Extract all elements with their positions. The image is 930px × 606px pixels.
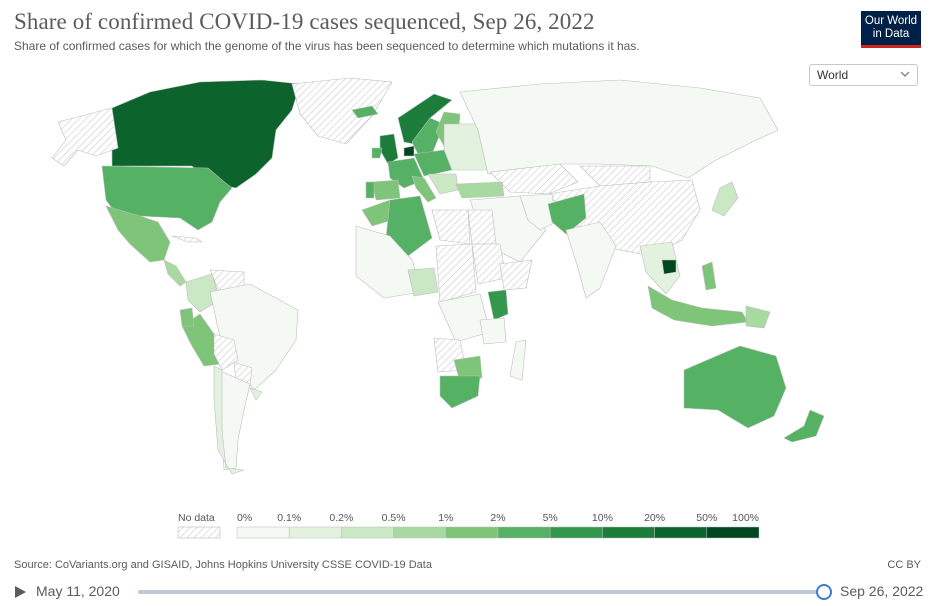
timeline-handle[interactable] xyxy=(816,584,832,600)
legend-bin[interactable] xyxy=(288,526,342,539)
country-portugal[interactable]: Portugal xyxy=(365,181,375,199)
country-balkans[interactable]: Balkans xyxy=(427,173,459,195)
country-kenya[interactable]: Kenya xyxy=(487,289,509,321)
country-pakistan[interactable]: Pakistan xyxy=(547,193,587,235)
chevron-down-icon xyxy=(900,71,910,77)
chart-subtitle: Share of confirmed cases for which the g… xyxy=(14,39,640,53)
country-uruguay[interactable]: Uruguay xyxy=(249,387,263,401)
legend-tick-label: 5% xyxy=(543,512,558,524)
legend-bin[interactable] xyxy=(236,526,290,539)
country-spain[interactable]: Spain xyxy=(371,179,401,201)
timeline-progress xyxy=(138,590,826,594)
country-madagascar[interactable]: Madagascar xyxy=(509,339,527,381)
legend-tick-label: 100% xyxy=(732,512,759,524)
region-select[interactable]: World xyxy=(809,64,918,86)
country-united-kingdom[interactable]: United Kingdom xyxy=(379,133,399,165)
country-philippines[interactable]: Philippines xyxy=(701,261,717,291)
legend-bin[interactable] xyxy=(497,526,551,539)
country-iceland[interactable]: Iceland xyxy=(351,105,379,119)
country-southeast-asia[interactable]: Southeast Asia xyxy=(639,241,681,295)
country-nigeria[interactable]: Nigeria xyxy=(407,267,439,297)
country-iran[interactable]: Iran xyxy=(519,193,557,231)
region-select-value: World xyxy=(817,68,849,82)
map-legend: No data 0% 0.1% 0.2% 0.5% 1% 2% 5% 10% 20% 50% 100… xyxy=(177,512,760,539)
legend-bin[interactable] xyxy=(341,526,394,539)
country-japan[interactable]: Japan xyxy=(711,181,739,217)
country-bolivia[interactable]: Bolivia xyxy=(213,333,239,371)
country-new-zealand[interactable]: New Zealand xyxy=(783,409,825,443)
source-note: Source: CoVariants.org and GISAID, Johns… xyxy=(14,559,432,571)
timeline-end-date[interactable]: Sep 26, 2022 xyxy=(840,583,924,599)
country-libya[interactable]: Libya xyxy=(431,209,471,245)
legend-bin[interactable] xyxy=(549,526,603,539)
country-alaska[interactable]: Alaska xyxy=(51,107,119,167)
country-india[interactable]: India xyxy=(565,221,617,299)
legend-bin[interactable] xyxy=(445,526,499,539)
timeline: May 11, 2020 Sep 26, 2022 xyxy=(0,577,930,606)
country-eastern-europe[interactable]: Eastern Europe xyxy=(443,123,491,171)
country-kazakhstan[interactable]: Kazakhstan xyxy=(489,163,579,195)
country-australia[interactable]: Australia xyxy=(683,345,787,429)
country-algeria[interactable]: Algeria xyxy=(385,195,433,257)
logo-line-1: Our World xyxy=(864,15,918,27)
country-ecuador[interactable]: Ecuador xyxy=(179,307,195,327)
country-central-america[interactable]: Central America xyxy=(163,259,187,287)
country-zimbabwe[interactable]: Zimbabwe xyxy=(453,355,483,383)
legend-bin[interactable] xyxy=(393,526,447,539)
country-greenland[interactable]: Greenland xyxy=(291,77,393,145)
country-cambodia[interactable]: Cambodia xyxy=(661,259,677,275)
logo-line-2: in Data xyxy=(872,28,910,40)
country-russia[interactable]: Russia xyxy=(459,79,779,179)
legend-tick-label: 2% xyxy=(490,512,505,524)
play-icon[interactable] xyxy=(15,586,26,598)
country-italy[interactable]: Italy xyxy=(411,175,437,203)
world-map: CanadaAlaskaGreenlandUnited StatesMexico… xyxy=(51,77,825,475)
legend-bin[interactable] xyxy=(706,526,760,539)
chart-title: Share of confirmed COVID-19 cases sequen… xyxy=(14,9,595,34)
legend-tick-label: 20% xyxy=(644,512,665,524)
legend-tick-label: 0.2% xyxy=(329,512,353,524)
legend-no-data-label: No data xyxy=(178,512,215,524)
timeline-track[interactable] xyxy=(138,590,826,594)
license-link[interactable]: CC BY xyxy=(887,559,921,571)
legend-tick-label: 10% xyxy=(592,512,613,524)
legend-bin[interactable] xyxy=(654,526,708,539)
country-colombia[interactable]: Colombia xyxy=(185,273,221,313)
country-papua-new-guinea[interactable]: Papua New Guinea xyxy=(745,305,771,329)
country-cuba[interactable]: Cuba xyxy=(171,235,203,243)
legend-tick-label: 0% xyxy=(237,512,252,524)
timeline-start-date: May 11, 2020 xyxy=(36,583,120,599)
country-ireland[interactable]: Ireland xyxy=(371,147,383,159)
country-south-africa[interactable]: South Africa xyxy=(439,375,481,409)
country-tanzania[interactable]: Tanzania xyxy=(479,317,507,345)
country-chile[interactable]: Chile xyxy=(213,365,245,475)
legend-tick-label: 0.5% xyxy=(382,512,406,524)
legend-no-data-swatch xyxy=(177,526,221,539)
country-indonesia[interactable]: Indonesia xyxy=(647,285,749,327)
legend-bin[interactable] xyxy=(602,526,655,539)
legend-tick-label: 50% xyxy=(696,512,717,524)
owid-logo[interactable]: Our World in Data xyxy=(861,11,921,48)
legend-tick-label: 1% xyxy=(438,512,453,524)
country-denmark[interactable]: Denmark xyxy=(403,145,415,157)
legend-tick-label: 0.1% xyxy=(277,512,301,524)
country-egypt[interactable]: Egypt xyxy=(467,209,497,245)
country-central-africa[interactable]: Central Africa xyxy=(435,243,477,303)
country-turkey[interactable]: Turkey xyxy=(455,181,505,199)
country-ethiopia[interactable]: Ethiopia xyxy=(499,259,533,291)
